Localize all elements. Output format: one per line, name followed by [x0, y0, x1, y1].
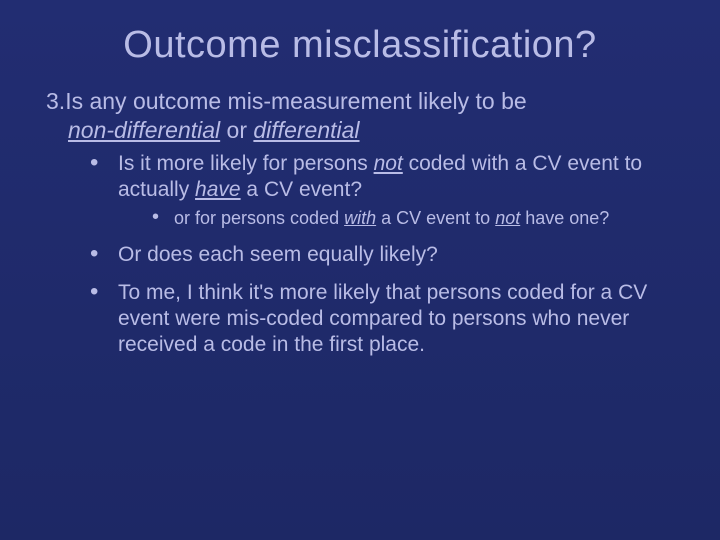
term-nondifferential: non-differential — [68, 117, 220, 143]
bullet-item: To me, I think it's more likely that per… — [90, 280, 674, 359]
question-line: 3.Is any outcome mis-measurement likely … — [46, 87, 674, 145]
term-differential: differential — [253, 117, 359, 143]
bullet-text-c: a CV event? — [241, 178, 362, 201]
question-prefix: Is any outcome mis-measurement likely to… — [65, 88, 526, 114]
bullet-item: Or does each seem equally likely? — [90, 242, 674, 268]
term-not: not — [374, 152, 403, 175]
term-not-2: not — [495, 208, 520, 228]
bullet-list: Is it more likely for persons not coded … — [46, 151, 674, 359]
sub-text-b: a CV event to — [376, 208, 495, 228]
bullet-text-a: Is it more likely for persons — [118, 152, 374, 175]
slide-body: 3.Is any outcome mis-measurement likely … — [0, 87, 720, 359]
term-have: have — [195, 178, 241, 201]
term-with: with — [344, 208, 376, 228]
slide-title: Outcome misclassification? — [0, 0, 720, 87]
sub-bullet-item: or for persons coded with a CV event to … — [152, 207, 674, 230]
sub-text-a: or for persons coded — [174, 208, 344, 228]
bullet-item: Is it more likely for persons not coded … — [90, 151, 674, 230]
sub-bullet-list: or for persons coded with a CV event to … — [118, 207, 674, 230]
question-or: or — [220, 117, 253, 143]
sub-text-c: have one? — [520, 208, 609, 228]
question-number: 3. — [46, 88, 65, 114]
